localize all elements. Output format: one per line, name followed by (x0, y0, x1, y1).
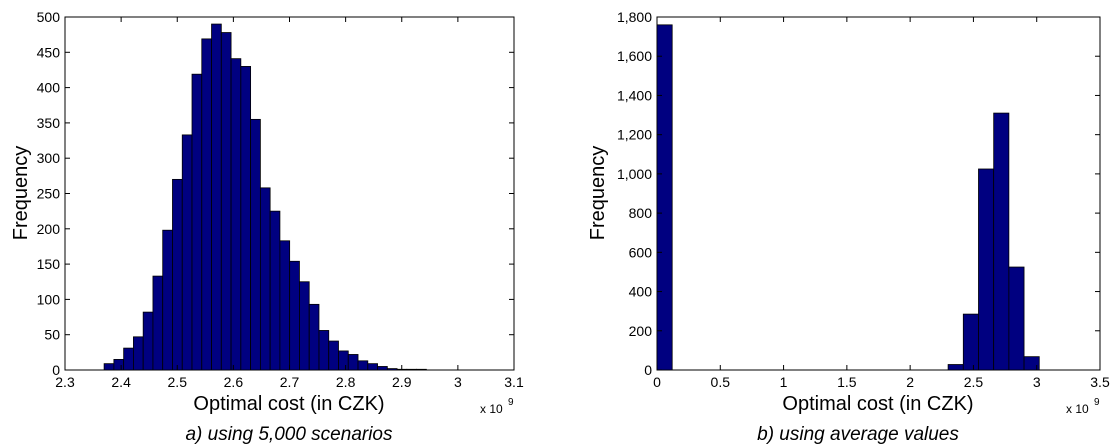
chart-a-bar (338, 350, 349, 371)
chart-a-x-tick-label: 3 (454, 374, 462, 390)
chart-a-bars (103, 23, 427, 371)
chart-a-bar (230, 58, 242, 371)
chart-a-x-tick-label: 2.9 (392, 374, 412, 390)
chart-a-y-tick-label: 400 (37, 80, 61, 96)
chart-b: 0 0.5 1 1.5 2 2.5 3 3.5 0 200 400 600 800 1,000 1,200… (587, 9, 1110, 445)
chart-b-x-multiplier: x 10 (1066, 402, 1089, 416)
chart-b-bar (978, 168, 995, 371)
chart-a-bar (240, 66, 252, 371)
chart-b-y-tick-label: 1,000 (617, 166, 652, 182)
chart-b-y-tick-label: 800 (629, 205, 653, 221)
chart-b-x-tick-label: 3 (1033, 374, 1041, 390)
chart-a-y-axis-label: Frequency (10, 146, 32, 241)
chart-b-y-tick-label: 1,800 (617, 9, 652, 25)
chart-a-bar (386, 368, 398, 371)
chart-a-x-multiplier: x 10 (480, 402, 503, 416)
chart-b-x-multiplier-exponent: 9 (1094, 397, 1100, 408)
chart-a-bar (328, 340, 339, 371)
chart-a-x-multiplier-exponent: 9 (508, 397, 514, 408)
chart-a-bar (113, 359, 125, 371)
chart-b-x-tick-label: 1.5 (837, 374, 857, 390)
chart-a-bar (308, 303, 320, 371)
chart-b-x-tick-label: 1 (780, 374, 788, 390)
chart-a-y-tick-label: 0 (52, 362, 60, 378)
chart-a-bar (162, 229, 173, 371)
chart-b-bar (1008, 266, 1025, 371)
chart-a-bar (416, 368, 427, 371)
chart-a-bar (269, 210, 281, 371)
chart-b-x-tick-label: 0 (653, 374, 661, 390)
chart-a-y-tick-label: 100 (37, 291, 61, 307)
chart-b-bar (962, 313, 979, 371)
chart-b-bar (1023, 356, 1040, 371)
chart-b-y-tick-label: 400 (629, 284, 653, 300)
chart-a-x-tick-label: 2.7 (280, 374, 300, 390)
chart-a-x-tick-label: 2.3 (55, 374, 75, 390)
chart-b-x-tick-label: 2.5 (964, 374, 984, 390)
chart-a-bar (318, 330, 330, 371)
chart-b-caption: b) using average values (757, 424, 959, 445)
chart-b-plot-frame (656, 16, 1101, 371)
chart-b-y-tick-label: 0 (644, 362, 652, 378)
chart-b-bar (656, 24, 673, 371)
chart-a-y-tick-label: 450 (37, 44, 61, 60)
chart-b-x-ticks: 0 0.5 1 1.5 2 2.5 3 3.5 (653, 17, 1110, 390)
chart-a-x-tick-label: 2.8 (336, 374, 356, 390)
chart-a-bar (250, 118, 261, 371)
chart-a-bar (347, 354, 359, 371)
chart-a-caption: a) using 5,000 scenarios (185, 424, 393, 445)
chart-a-y-tick-label: 200 (37, 221, 61, 237)
chart-a-y-tick-label: 250 (37, 186, 61, 202)
chart-a-bar (299, 281, 310, 371)
chart-b-x-tick-label: 0.5 (711, 374, 731, 390)
chart-a: 2.3 2.4 2.5 2.6 2.7 2.8 2.9 3 3.1 0 50 100 150 200 25… (10, 9, 524, 445)
chart-b-bars (656, 24, 1040, 371)
chart-a-bar (181, 134, 193, 371)
chart-a-bar (211, 23, 222, 371)
chart-a-bar (191, 73, 203, 371)
chart-b-y-ticks: 0 200 400 600 800 1,000 1,200 1,400 1,600 1,800 (617, 9, 1100, 378)
chart-a-y-ticks: 0 50 100 150 200 250 300 350 400 450 500 (37, 9, 514, 378)
chart-b-x-tick-label: 2 (906, 374, 914, 390)
chart-b-x-tick-label: 3.5 (1090, 374, 1110, 390)
chart-a-y-tick-label: 350 (37, 115, 61, 131)
chart-a-bar (367, 363, 378, 371)
chart-a-bar (152, 275, 164, 371)
chart-a-y-tick-label: 300 (37, 150, 61, 166)
chart-a-x-tick-label: 2.6 (224, 374, 244, 390)
chart-a-bar (142, 311, 154, 371)
chart-a-bar (123, 347, 134, 371)
chart-b-bar (947, 364, 964, 371)
chart-a-y-tick-label: 500 (37, 9, 61, 25)
chart-a-bar (279, 240, 291, 371)
chart-a-x-ticks: 2.3 2.4 2.5 2.6 2.7 2.8 2.9 3 3.1 (55, 17, 524, 390)
chart-a-bar (172, 178, 183, 371)
chart-a-x-tick-label: 3.1 (504, 374, 524, 390)
chart-b-x-axis-label: Optimal cost (in CZK) (782, 393, 973, 415)
chart-b-y-tick-label: 200 (629, 323, 653, 339)
chart-a-bar (377, 366, 388, 371)
chart-b-y-tick-label: 1,600 (617, 48, 652, 64)
chart-b-y-tick-label: 600 (629, 244, 653, 260)
chart-a-bar (406, 368, 418, 371)
chart-a-bar (220, 32, 232, 371)
chart-a-bar (103, 363, 115, 371)
chart-b-y-axis-label: Frequency (587, 146, 609, 241)
chart-a-bar (133, 336, 144, 371)
chart-a-x-axis-label: Optimal cost (in CZK) (193, 393, 384, 415)
chart-b-y-tick-label: 1,200 (617, 127, 652, 143)
chart-a-bar (357, 360, 369, 371)
chart-a-bar (259, 187, 271, 371)
chart-a-bar (201, 38, 212, 371)
chart-a-x-tick-label: 2.4 (111, 374, 131, 390)
chart-a-bar (289, 260, 300, 371)
chart-a-x-tick-label: 2.5 (168, 374, 188, 390)
chart-b-y-tick-label: 1,400 (617, 87, 652, 103)
chart-a-y-tick-label: 150 (37, 256, 61, 272)
chart-b-bar (993, 112, 1010, 371)
chart-a-y-tick-label: 50 (44, 327, 60, 343)
